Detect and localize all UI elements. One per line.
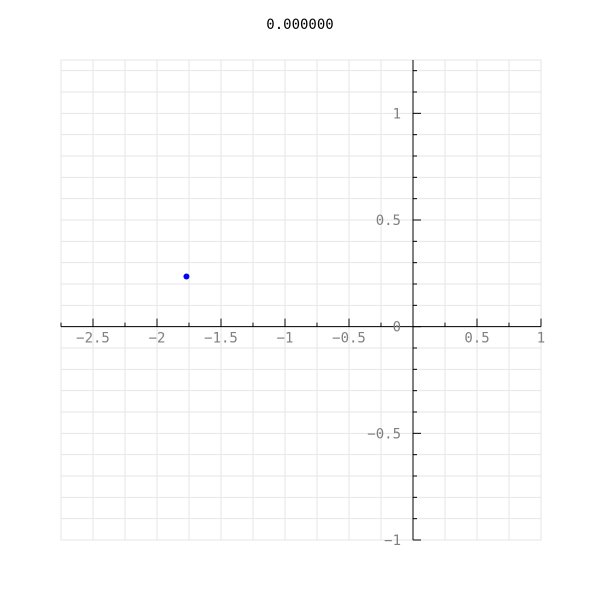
x-tick-label: 1 <box>537 331 545 347</box>
x-tick-label: −2.5 <box>76 331 110 347</box>
y-axis-ticks: −1 −0.5 0 0.5 1 <box>367 106 401 549</box>
x-tick-label: 0.5 <box>464 331 489 347</box>
y-tick-label: −0.5 <box>367 426 401 442</box>
chart-title: 0.000000 <box>266 17 334 33</box>
data-points <box>183 273 190 280</box>
x-axis-ticks: −2.5 −2 −1.5 −1 −0.5 0.5 1 <box>76 331 545 347</box>
y-tick-label: −1 <box>384 533 401 549</box>
x-tick-label: −0.5 <box>332 331 366 347</box>
x-tick-label: −2 <box>149 331 166 347</box>
grid-lines <box>60 59 542 541</box>
plot-border <box>60 59 542 541</box>
axes <box>60 60 542 541</box>
y-tick-label: 1 <box>393 106 401 122</box>
y-tick-label: 0.5 <box>376 213 401 229</box>
x-tick-label: −1 <box>277 331 294 347</box>
x-tick-label: −1.5 <box>204 331 238 347</box>
y-tick-label: 0 <box>393 320 401 336</box>
data-point <box>183 273 190 280</box>
